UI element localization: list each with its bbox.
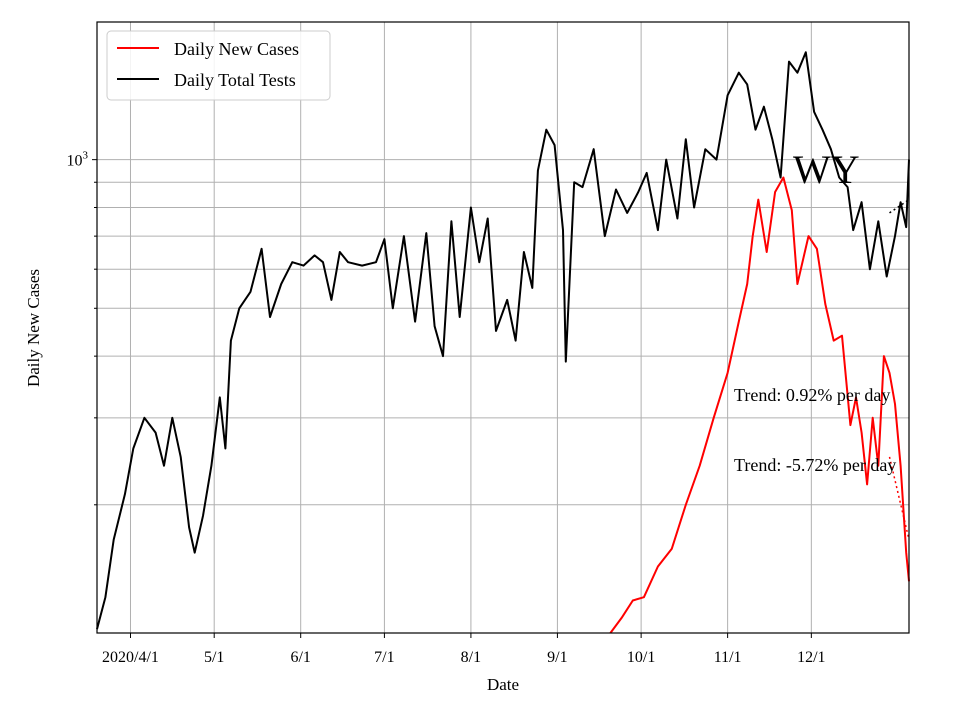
x-tick-label: 10/1: [627, 649, 655, 666]
trend-annotation-cases: Trend: -5.72% per day: [734, 455, 896, 475]
axis-ticks: 2020/4/1 5/1 6/1 7/1 8/1 9/1 10/1 11/1 12/1 103: [67, 150, 826, 666]
x-axis-label: Date: [487, 675, 519, 694]
legend-label-daily-new-cases: Daily New Cases: [174, 39, 299, 59]
trend-line: [888, 456, 910, 540]
grid: [97, 22, 909, 633]
legend-label-daily-total-tests: Daily Total Tests: [174, 70, 296, 90]
series-lines: [96, 51, 910, 634]
trend-line: [889, 198, 910, 214]
state-label: WY: [793, 147, 860, 192]
x-tick-label: 6/1: [290, 649, 310, 666]
x-tick-label: 11/1: [714, 649, 742, 666]
x-tick-label: 8/1: [461, 649, 481, 666]
legend: Daily New Cases Daily Total Tests: [106, 30, 331, 101]
legend-box: [106, 30, 331, 101]
plot-frame: [96, 21, 910, 634]
x-tick-label: 12/1: [797, 649, 825, 666]
x-tick-label: 7/1: [374, 649, 394, 666]
trend-annotation-tests: Trend: 0.92% per day: [734, 385, 890, 405]
series-line-daily-total-tests: [96, 51, 910, 630]
y-axis-label: Daily New Cases: [24, 269, 43, 387]
x-tick-label: 5/1: [204, 649, 224, 666]
x-tick-label: 9/1: [547, 649, 567, 666]
x-tick-label: 2020/4/1: [102, 649, 159, 666]
series-line-daily-new-cases: [609, 176, 910, 634]
y-tick-label: 103: [67, 150, 89, 170]
